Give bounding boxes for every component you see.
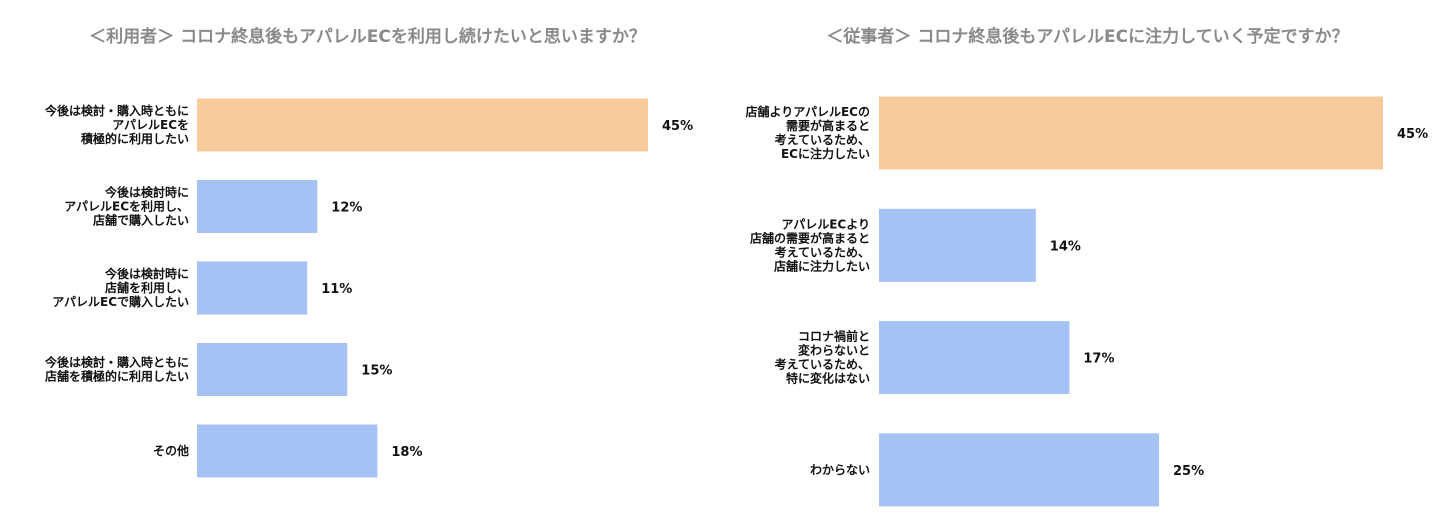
category-label-line: その他 xyxy=(153,443,189,458)
category-label-line: 考えているため、 xyxy=(775,132,870,147)
category-label-users-4: その他 xyxy=(153,443,189,458)
category-label-line: アパレルECを利用し、 xyxy=(64,199,189,214)
category-label-line: 店舗に注力したい xyxy=(774,258,870,273)
category-label-line: 店舗で購入したい xyxy=(93,213,189,228)
value-label-employees-0: 45% xyxy=(1397,127,1428,142)
category-label-line: 考えているため、 xyxy=(775,357,870,372)
value-label-users-1: 12% xyxy=(331,201,362,216)
category-label-line: ECに注力したい xyxy=(781,146,870,161)
category-label-users-2: 今後は検討時に店舗を利用し、アパレルECで購入したい xyxy=(52,266,189,309)
value-label-users-4: 18% xyxy=(391,445,422,460)
category-label-line: 今後は検討・購入時ともに xyxy=(44,103,189,118)
bar-employees-0 xyxy=(879,96,1383,170)
category-label-line: 今後は検討時に xyxy=(104,185,189,200)
category-label-line: 店舗の需要が高まると xyxy=(750,230,870,245)
chart-title-employees: ＜従事者＞ コロナ終息後もアパレルECに注力していく予定ですか？ xyxy=(826,27,1349,47)
value-label-users-3: 15% xyxy=(361,364,392,379)
category-label-line: 考えているため、 xyxy=(775,244,870,259)
category-label-line: コロナ禍前と xyxy=(798,329,870,344)
bar-employees-1 xyxy=(879,208,1036,282)
category-label-line: アパレルECより xyxy=(781,217,870,231)
category-label-line: 店舗を積極的に利用したい xyxy=(45,369,189,384)
category-label-line: 積極的に利用したい xyxy=(80,131,189,146)
value-label-employees-1: 14% xyxy=(1050,239,1081,254)
bar-users-3 xyxy=(197,343,348,396)
category-label-users-3: 今後は検討・購入時ともに店舗を積極的に利用したい xyxy=(44,355,189,384)
category-label-line: 今後は検討時に xyxy=(104,266,189,281)
chart-users: 45%今後は検討・購入時ともにアパレルECを積極的に利用したい12%今後は検討時… xyxy=(44,98,693,478)
category-label-line: アパレルECを xyxy=(112,118,189,132)
bar-employees-2 xyxy=(879,321,1070,395)
bar-users-1 xyxy=(197,180,318,233)
category-label-users-1: 今後は検討時にアパレルECを利用し、店舗で購入したい xyxy=(64,185,189,228)
value-label-employees-2: 17% xyxy=(1083,352,1114,367)
category-label-employees-2: コロナ禍前と変わらないと考えているため、特に変化はない xyxy=(775,329,870,386)
category-label-employees-3: わからない xyxy=(810,463,870,477)
category-label-line: 店舗よりアパレルECの xyxy=(745,104,870,119)
bar-users-2 xyxy=(197,261,308,315)
chart-title-users: ＜利用者＞ コロナ終息後もアパレルECを利用し続けたいと思いますか？ xyxy=(89,27,646,47)
category-label-line: 店舗を利用し、 xyxy=(105,280,189,295)
bar-users-0 xyxy=(197,98,648,152)
chart-employees: 45%店舗よりアパレルECの需要が高まると考えているため、 ECに注力したい14%… xyxy=(745,96,1428,507)
category-label-line: 変わらないと xyxy=(798,343,870,358)
category-label-line: 特に変化はない xyxy=(786,371,870,386)
category-label-employees-1: アパレルECより店舗の需要が高まると考えているため、店舗に注力したい xyxy=(750,217,870,273)
category-label-line: 今後は検討・購入時ともに xyxy=(44,355,189,370)
category-label-employees-0: 店舗よりアパレルECの需要が高まると考えているため、 ECに注力したい xyxy=(745,104,870,161)
value-label-users-0: 45% xyxy=(662,119,693,134)
bar-users-4 xyxy=(197,424,378,478)
value-label-users-2: 11% xyxy=(321,282,352,297)
value-label-employees-3: 25% xyxy=(1173,464,1204,479)
category-label-line: わからない xyxy=(810,463,870,477)
category-label-line: アパレルECで購入したい xyxy=(52,294,189,309)
bar-employees-3 xyxy=(879,433,1159,507)
category-label-users-0: 今後は検討・購入時ともにアパレルECを積極的に利用したい xyxy=(44,103,189,146)
category-label-line: 需要が高まると xyxy=(786,118,870,133)
